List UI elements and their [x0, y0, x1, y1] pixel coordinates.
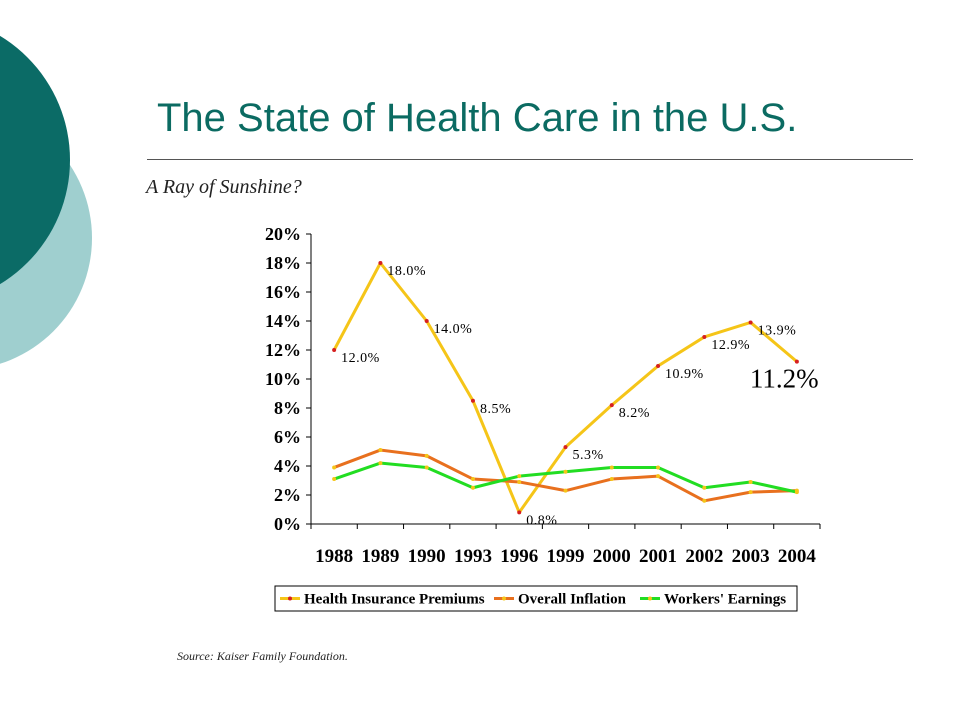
y-tick-label: 2%	[274, 485, 301, 505]
data-point	[609, 465, 614, 470]
series-line	[333, 448, 797, 503]
data-point	[563, 445, 568, 450]
series-line	[333, 461, 798, 494]
data-point	[424, 319, 429, 323]
data-point	[517, 510, 522, 515]
x-tick-label: 2000	[593, 546, 631, 567]
data-point	[563, 488, 568, 493]
data-label-emphasis: 11.2%	[750, 364, 819, 394]
data-label: 5.3%	[573, 448, 604, 463]
data-point	[470, 398, 475, 403]
data-label: 10.9%	[665, 367, 704, 382]
legend-box	[274, 585, 798, 612]
data-point	[470, 477, 475, 482]
y-tick-label: 10%	[265, 369, 301, 389]
legend-marker	[648, 596, 652, 601]
x-tick-label: 1988	[315, 546, 353, 567]
data-point	[378, 461, 383, 466]
legend-entry: Workers' Earnings	[664, 592, 786, 608]
data-label: 12.9%	[711, 338, 750, 353]
dark-circle	[0, 35, 70, 285]
data-point	[332, 477, 337, 482]
source-note: Source: Kaiser Family Foundation.	[177, 649, 348, 663]
data-point	[656, 465, 661, 470]
data-point	[748, 320, 753, 325]
data-point	[424, 453, 429, 458]
data-label: 0.8%	[526, 513, 557, 528]
x-tick-label: 2002	[685, 546, 723, 567]
data-point	[563, 469, 568, 474]
slide-title: The State of Health Care in the U.S.	[157, 96, 798, 140]
data-label: 14.0%	[434, 322, 473, 337]
slide-subtitle: A Ray of Sunshine?	[146, 176, 302, 198]
legend-marker	[502, 596, 506, 601]
x-tick-label: 1989	[361, 546, 399, 567]
legend-marker	[288, 596, 292, 601]
x-tick-label: 1999	[547, 546, 585, 567]
x-tick-label: 2001	[639, 546, 677, 567]
data-point	[609, 477, 614, 482]
data-point	[794, 490, 799, 495]
data-point	[656, 363, 661, 368]
data-point	[378, 261, 383, 265]
x-tick-label: 2003	[732, 546, 770, 567]
legend-entry: Health Insurance Premiums	[304, 592, 485, 608]
x-tick-label: 1990	[408, 546, 446, 567]
data-point	[424, 465, 429, 470]
data-point	[609, 403, 614, 408]
y-tick-label: 12%	[265, 340, 301, 360]
title-divider	[147, 159, 913, 160]
data-point	[794, 359, 799, 364]
data-label: 8.5%	[480, 402, 511, 417]
data-point	[470, 485, 475, 490]
data-point	[517, 479, 522, 484]
data-point	[702, 498, 707, 503]
decorative-circles	[0, 35, 92, 364]
data-point	[748, 490, 753, 495]
y-tick-label: 6%	[274, 427, 301, 447]
data-label: 12.0%	[341, 351, 380, 366]
y-tick-label: 20%	[265, 224, 301, 244]
line-chart: 0% 2% 4% 6% 8% 10% 12% 14% 16% 18% 20% 1988 1989 1990…	[265, 224, 821, 612]
chart-legend: Health Insurance Premiums Overall Inflati…	[274, 585, 798, 612]
y-tick-label: 8%	[274, 398, 301, 418]
chart-series: 12.0% 18.0% 14.0% 8.5% 0.8% 5.3% 8.2% 10.9% 12.9…	[332, 261, 819, 528]
series-line	[332, 261, 798, 514]
chart-axes: 0% 2% 4% 6% 8% 10% 12% 14% 16% 18% 20% 1988 1989 1990…	[265, 224, 821, 567]
data-label: 18.0%	[387, 264, 426, 279]
y-tick-label: 0%	[274, 514, 301, 534]
y-tick-label: 18%	[265, 253, 301, 273]
data-point	[332, 348, 337, 352]
data-label: 13.9%	[758, 323, 797, 338]
data-point	[702, 485, 707, 490]
data-point	[656, 474, 661, 479]
y-tick-label: 4%	[274, 456, 301, 476]
data-point	[517, 474, 522, 479]
data-point	[378, 448, 383, 453]
x-tick-label: 2004	[778, 546, 817, 567]
x-tick-label: 1996	[500, 546, 538, 567]
legend-entry: Overall Inflation	[518, 592, 627, 608]
data-label: 8.2%	[619, 406, 650, 421]
x-tick-label: 1993	[454, 546, 492, 567]
data-point	[702, 334, 707, 339]
y-tick-label: 16%	[265, 282, 301, 302]
y-tick-label: 14%	[265, 311, 301, 331]
data-point	[748, 479, 753, 484]
data-point	[332, 465, 337, 470]
